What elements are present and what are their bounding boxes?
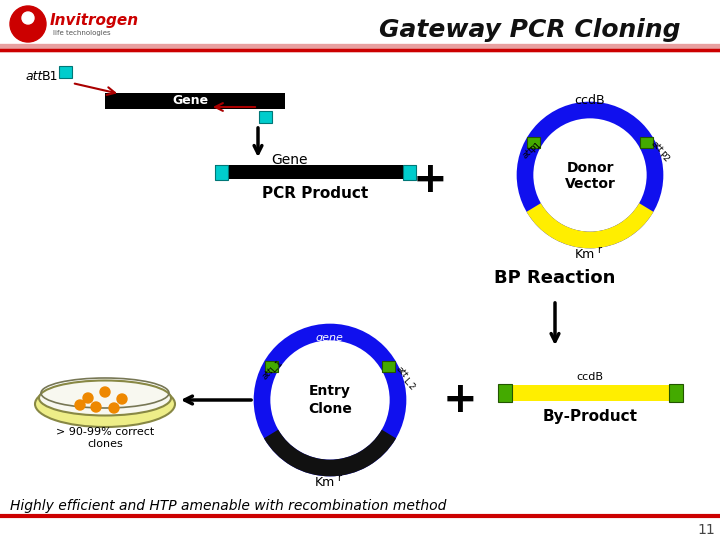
Circle shape: [91, 402, 101, 412]
Ellipse shape: [39, 381, 171, 415]
Circle shape: [83, 393, 93, 403]
Text: Km: Km: [575, 248, 595, 261]
FancyBboxPatch shape: [498, 384, 511, 402]
Text: P2: P2: [657, 150, 671, 164]
FancyBboxPatch shape: [258, 111, 271, 123]
Text: att: att: [394, 364, 409, 380]
FancyBboxPatch shape: [215, 165, 415, 179]
Text: 11: 11: [697, 523, 715, 537]
FancyBboxPatch shape: [640, 137, 653, 148]
Text: r: r: [337, 473, 341, 483]
FancyBboxPatch shape: [402, 165, 415, 179]
Text: Km: Km: [315, 476, 335, 489]
FancyBboxPatch shape: [498, 385, 683, 401]
Text: L.2: L.2: [401, 376, 417, 392]
Text: ccdB: ccdB: [575, 93, 606, 106]
FancyBboxPatch shape: [527, 137, 540, 148]
Text: att: att: [260, 366, 275, 382]
Text: > 90-99% correct: > 90-99% correct: [56, 427, 154, 437]
Text: ccdB: ccdB: [577, 372, 603, 382]
Text: Vector: Vector: [564, 177, 616, 191]
Circle shape: [109, 403, 119, 413]
FancyBboxPatch shape: [58, 66, 71, 78]
Circle shape: [117, 394, 127, 404]
Text: B2: B2: [267, 97, 284, 110]
Text: Entry: Entry: [309, 384, 351, 398]
FancyBboxPatch shape: [105, 93, 285, 109]
Text: att: att: [649, 139, 665, 154]
Text: att: att: [250, 97, 267, 110]
FancyBboxPatch shape: [265, 361, 278, 372]
Circle shape: [10, 6, 46, 42]
Text: life technologies: life technologies: [53, 30, 111, 36]
Text: Gene: Gene: [172, 94, 208, 107]
Circle shape: [100, 387, 110, 397]
FancyBboxPatch shape: [382, 361, 395, 372]
Text: Gene: Gene: [271, 153, 308, 167]
Text: r: r: [597, 245, 601, 255]
Text: BP Reaction: BP Reaction: [495, 269, 616, 287]
Text: +: +: [443, 379, 477, 421]
Text: Gateway PCR Cloning: Gateway PCR Cloning: [379, 18, 680, 42]
Text: L.1: L.1: [269, 358, 285, 374]
Text: att: att: [25, 70, 42, 83]
Text: clones: clones: [87, 439, 123, 449]
Text: att: att: [521, 145, 536, 160]
FancyBboxPatch shape: [668, 384, 683, 402]
Text: B1: B1: [42, 70, 58, 83]
Text: Donor: Donor: [566, 161, 613, 175]
Ellipse shape: [35, 381, 175, 427]
Text: P1: P1: [529, 140, 543, 154]
Circle shape: [22, 12, 34, 24]
Text: Highly efficient and HTP amenable with recombination method: Highly efficient and HTP amenable with r…: [10, 499, 446, 513]
Text: By-Product: By-Product: [542, 409, 637, 424]
Text: gene: gene: [316, 333, 344, 343]
Circle shape: [75, 400, 85, 410]
Text: Invitrogen: Invitrogen: [50, 12, 139, 28]
Text: +: +: [413, 159, 447, 201]
Text: PCR Product: PCR Product: [262, 186, 368, 201]
Text: Clone: Clone: [308, 402, 352, 416]
FancyBboxPatch shape: [215, 165, 228, 179]
